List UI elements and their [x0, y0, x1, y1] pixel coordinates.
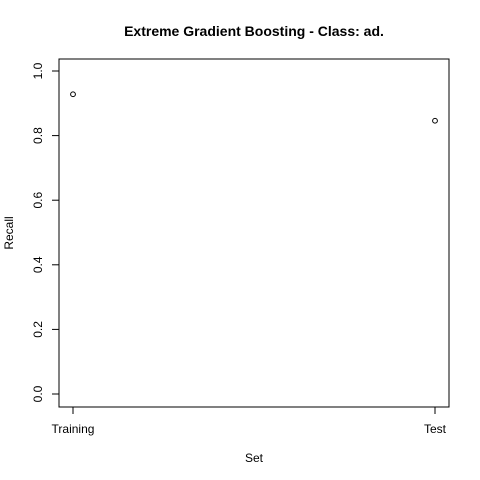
y-tick-label-0-8: 0.8 — [31, 127, 45, 144]
y-tick-label-0-0: 0.0 — [31, 385, 45, 402]
data-points — [70, 91, 438, 124]
y-tick-label-1-0: 1.0 — [31, 62, 45, 79]
x-axis-label: Set — [245, 451, 264, 465]
y-tick-label-0-4: 0.4 — [31, 256, 45, 273]
data-point-training — [70, 91, 76, 98]
y-axis-label: Recall — [2, 216, 16, 249]
chart-title: Extreme Gradient Boosting - Class: ad. — [124, 23, 384, 39]
x-tick-label-training: Training — [52, 422, 95, 436]
y-tick-label-0-2: 0.2 — [31, 321, 45, 338]
x-axis: Training Test — [52, 406, 447, 436]
x-tick-label-test: Test — [424, 422, 447, 436]
y-tick-label-0-6: 0.6 — [31, 192, 45, 209]
data-point-test — [432, 117, 438, 124]
y-axis: 0.0 0.2 0.4 0.6 0.8 1.0 — [31, 62, 60, 402]
